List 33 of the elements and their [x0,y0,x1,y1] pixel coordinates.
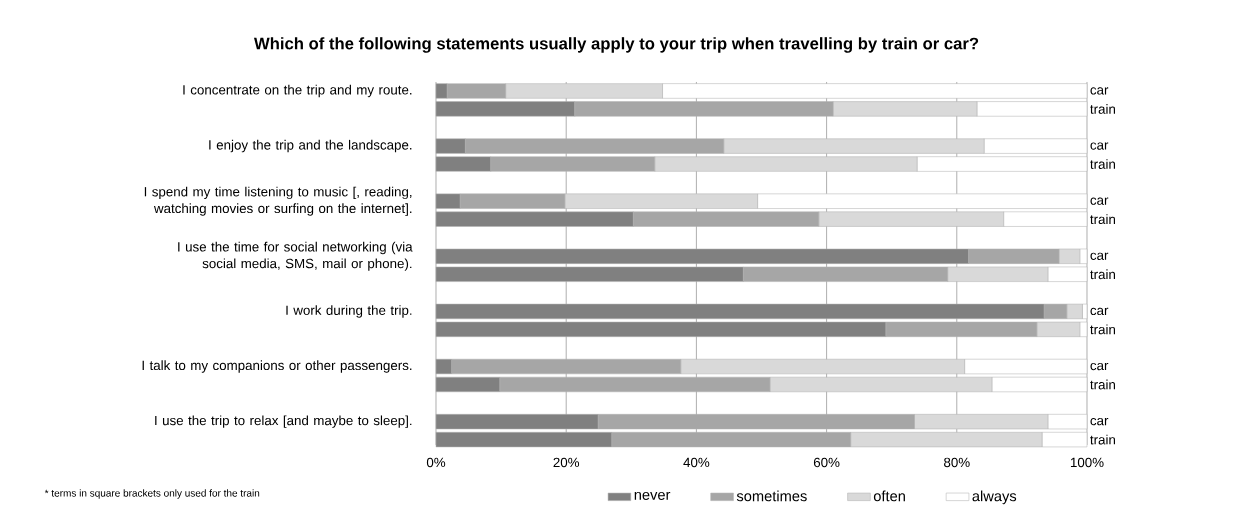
x-tick-label: 100% [1070,457,1104,468]
legend-label: sometimes [736,490,807,502]
x-tick-label: 80% [944,457,970,468]
y-tick-label: train [1090,379,1115,390]
y-tick-label: car [1090,87,1109,95]
text: I spend my time listening to music [, reading, watching movies or surfing on the internet]. [144,186,412,216]
text: I talk to my companions or other passengers. [142,360,412,373]
x-tick-label: 20% [553,457,580,468]
y-tick-label: train [1090,104,1115,114]
text: I concentrate on the trip and my route. [183,84,412,98]
text: * terms in square brackets only used for the train [44,489,260,499]
y-tick-label: car [1090,252,1109,260]
y-tick-label: train [1090,324,1115,335]
y-tick-label: car [1090,418,1109,426]
x-tick-label: 0% [426,457,446,468]
y-tick-label: car [1090,307,1109,316]
y-tick-label: car [1090,142,1109,150]
chart-title: Which of the following statements usually apply to your trip when travelling by train or car? [253,37,979,53]
text: I work during the trip. [286,305,412,318]
x-tick-label: 60% [813,457,840,468]
y-tick-label: train [1090,214,1115,225]
text: I use the time for social networking (via social media, SMS, mail or phone). [178,241,413,271]
text: I use the trip to relax [and maybe to sleep]. [155,415,412,428]
y-tick-label: car [1090,362,1109,371]
y-tick-label: train [1090,434,1115,445]
legend-label: often [873,490,905,502]
x-tick-label: 40% [683,457,710,468]
y-tick-label: train [1090,269,1115,280]
legend-label: never [634,491,671,500]
y-tick-label: car [1090,197,1109,205]
legend-label: always [972,490,1017,505]
y-tick-label: train [1090,159,1115,169]
text: I enjoy the trip and the landscape. [209,139,412,153]
